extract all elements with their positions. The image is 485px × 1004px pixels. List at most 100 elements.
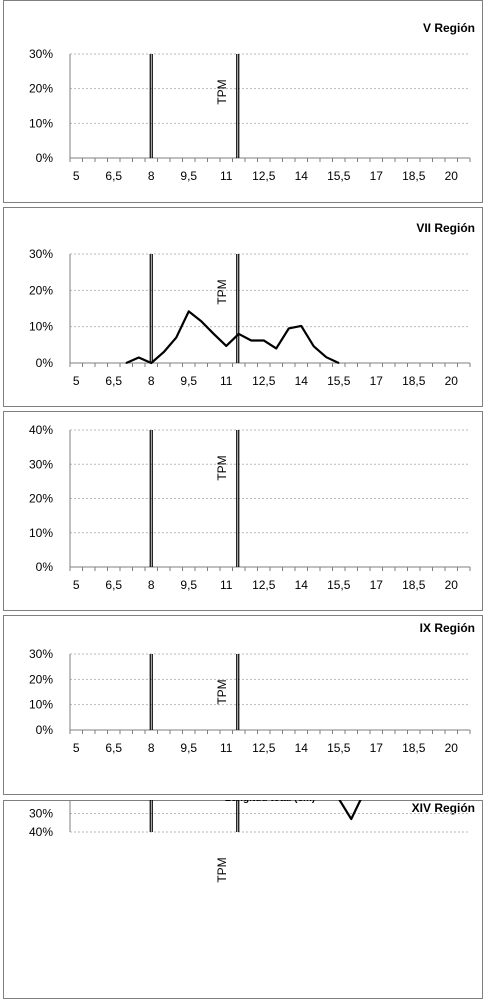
x-tick-label: 17 (370, 374, 384, 388)
chart-svg: V Región 0% 10% 20% 30% 5 6,5 8 9,5 11 12,5 14 15,5 1… (3, 0, 483, 203)
x-tick-label: 15,5 (327, 741, 351, 755)
x-tick-label: 17 (370, 741, 384, 755)
data-point (337, 362, 340, 364)
x-tick-label: 8 (148, 374, 155, 388)
x-tick-label: 20 (445, 169, 459, 183)
x-tick-label: 9,5 (180, 169, 197, 183)
chart-frame (3, 207, 483, 407)
chart-title: V Región (423, 21, 475, 35)
data-point (162, 351, 165, 353)
data-point (187, 310, 190, 313)
chart-panel-v-region: V Región 0% 10% 20% 30% 5 6,5 8 9,5 11 12,5 14 15,5 1… (3, 0, 483, 203)
x-tick-label: 9,5 (180, 374, 197, 388)
x-tick-label: 12,5 (252, 741, 276, 755)
x-tick-label: 6,5 (105, 741, 122, 755)
y-tick-label: 20% (29, 672, 53, 686)
x-tick-label: 8 (148, 578, 155, 592)
x-tick-label: 18,5 (402, 578, 426, 592)
data-point (325, 356, 328, 358)
x-tick-label: 18,5 (402, 741, 426, 755)
x-tick-label: 9,5 (180, 578, 197, 592)
data-point (350, 818, 353, 820)
y-tick-label: 30% (29, 647, 53, 661)
y-tick-label: 40% (29, 825, 53, 839)
y-tick-label: 30% (29, 247, 53, 261)
x-tick-label: 11 (220, 578, 233, 592)
y-tick-label: 10% (29, 320, 53, 334)
chart-panel-viii-region: VIII Región0%10%20%30%40%56,589,51112,51… (3, 397, 483, 611)
data-point (150, 362, 153, 364)
data-point (275, 347, 278, 350)
data-point (300, 325, 303, 327)
chart-svg: IX Región 0% 10% 20% 30% 5 6,5 8 9,5 11 12,5 14 15,5… (3, 615, 483, 795)
y-tick-label: 30% (29, 457, 53, 471)
y-tick-label: 0% (36, 356, 54, 370)
x-tick-label: 17 (370, 169, 384, 183)
data-point (262, 339, 265, 342)
x-tick-label: 5 (73, 578, 80, 592)
x-tick-label: 5 (73, 741, 80, 755)
chart-frame (3, 800, 483, 999)
chart-svg: VII Región 0% 10% 20% 30% 5 6,5 8 9,5 11 12,5 14 15,… (3, 207, 483, 407)
chart-panel-ix-region: IX Región 0% 10% 20% 30% 5 6,5 8 9,5 11 12,5 14 15,5… (3, 615, 483, 795)
x-tick-label: 11 (220, 374, 233, 388)
data-point (137, 356, 140, 359)
x-tick-label: 15,5 (327, 578, 351, 592)
x-tick-label: 20 (445, 578, 459, 592)
x-tick-label: 15,5 (327, 374, 351, 388)
chart-title: XIV Región (412, 801, 475, 815)
data-point (175, 336, 178, 339)
x-tick-label: 6,5 (105, 578, 122, 592)
reference-label: TPM (215, 679, 229, 704)
chart-frame (3, 411, 483, 611)
x-tick-label: 8 (148, 169, 155, 183)
chart-svg: XIV Región0%10%20%30%40%56,589,51112,514… (3, 751, 483, 999)
x-tick-label: 9,5 (180, 741, 197, 755)
data-point (237, 333, 240, 335)
y-tick-label: 30% (29, 47, 53, 61)
y-tick-label: 40% (29, 423, 53, 437)
x-axis-label: Longitud total (cm) (225, 800, 316, 804)
y-tick-label: 10% (29, 526, 53, 540)
reference-label: TPM (215, 279, 229, 304)
x-tick-label: 14 (295, 374, 309, 388)
y-tick-label: 20% (29, 800, 53, 802)
y-tick-label: 10% (29, 116, 53, 130)
x-tick-label: 18,5 (402, 374, 426, 388)
x-tick-label: 20 (445, 741, 459, 755)
x-tick-label: 5 (73, 374, 80, 388)
y-tick-label: 20% (29, 283, 53, 297)
y-tick-label: 0% (36, 151, 54, 165)
data-point (125, 362, 128, 364)
y-tick-label: 10% (29, 698, 53, 712)
x-tick-label: 20 (445, 374, 459, 388)
x-tick-label: 12,5 (252, 374, 276, 388)
data-point (225, 345, 228, 347)
x-tick-label: 14 (295, 169, 309, 183)
chart-title: VII Región (416, 221, 475, 235)
y-tick-label: 0% (36, 723, 54, 737)
series-line (125, 310, 340, 365)
y-tick-label: 20% (29, 82, 53, 96)
chart-panel-xiv-region: XIV Región0%10%20%30%40%56,589,51112,514… (3, 751, 483, 999)
x-tick-label: 11 (220, 741, 233, 755)
x-tick-label: 18,5 (402, 169, 426, 183)
data-point (312, 345, 315, 348)
x-tick-label: 5 (73, 169, 80, 183)
reference-label: TPM (215, 857, 229, 882)
chart-panel-vii-region: VII Región 0% 10% 20% 30% 5 6,5 8 9,5 11 12,5 14 15,… (3, 207, 483, 407)
reference-label: TPM (215, 79, 229, 104)
data-point (250, 339, 253, 342)
x-tick-label: 14 (295, 578, 309, 592)
x-tick-label: 6,5 (105, 169, 122, 183)
chart-frame (3, 0, 483, 203)
chart-title: IX Región (420, 621, 475, 635)
data-point (212, 333, 215, 335)
reference-label: TPM (215, 455, 229, 480)
data-point (287, 327, 290, 330)
x-tick-label: 8 (148, 741, 155, 755)
x-tick-label: 6,5 (105, 374, 122, 388)
data-point (200, 320, 203, 323)
x-tick-label: 11 (220, 169, 233, 183)
y-tick-label: 20% (29, 492, 53, 506)
